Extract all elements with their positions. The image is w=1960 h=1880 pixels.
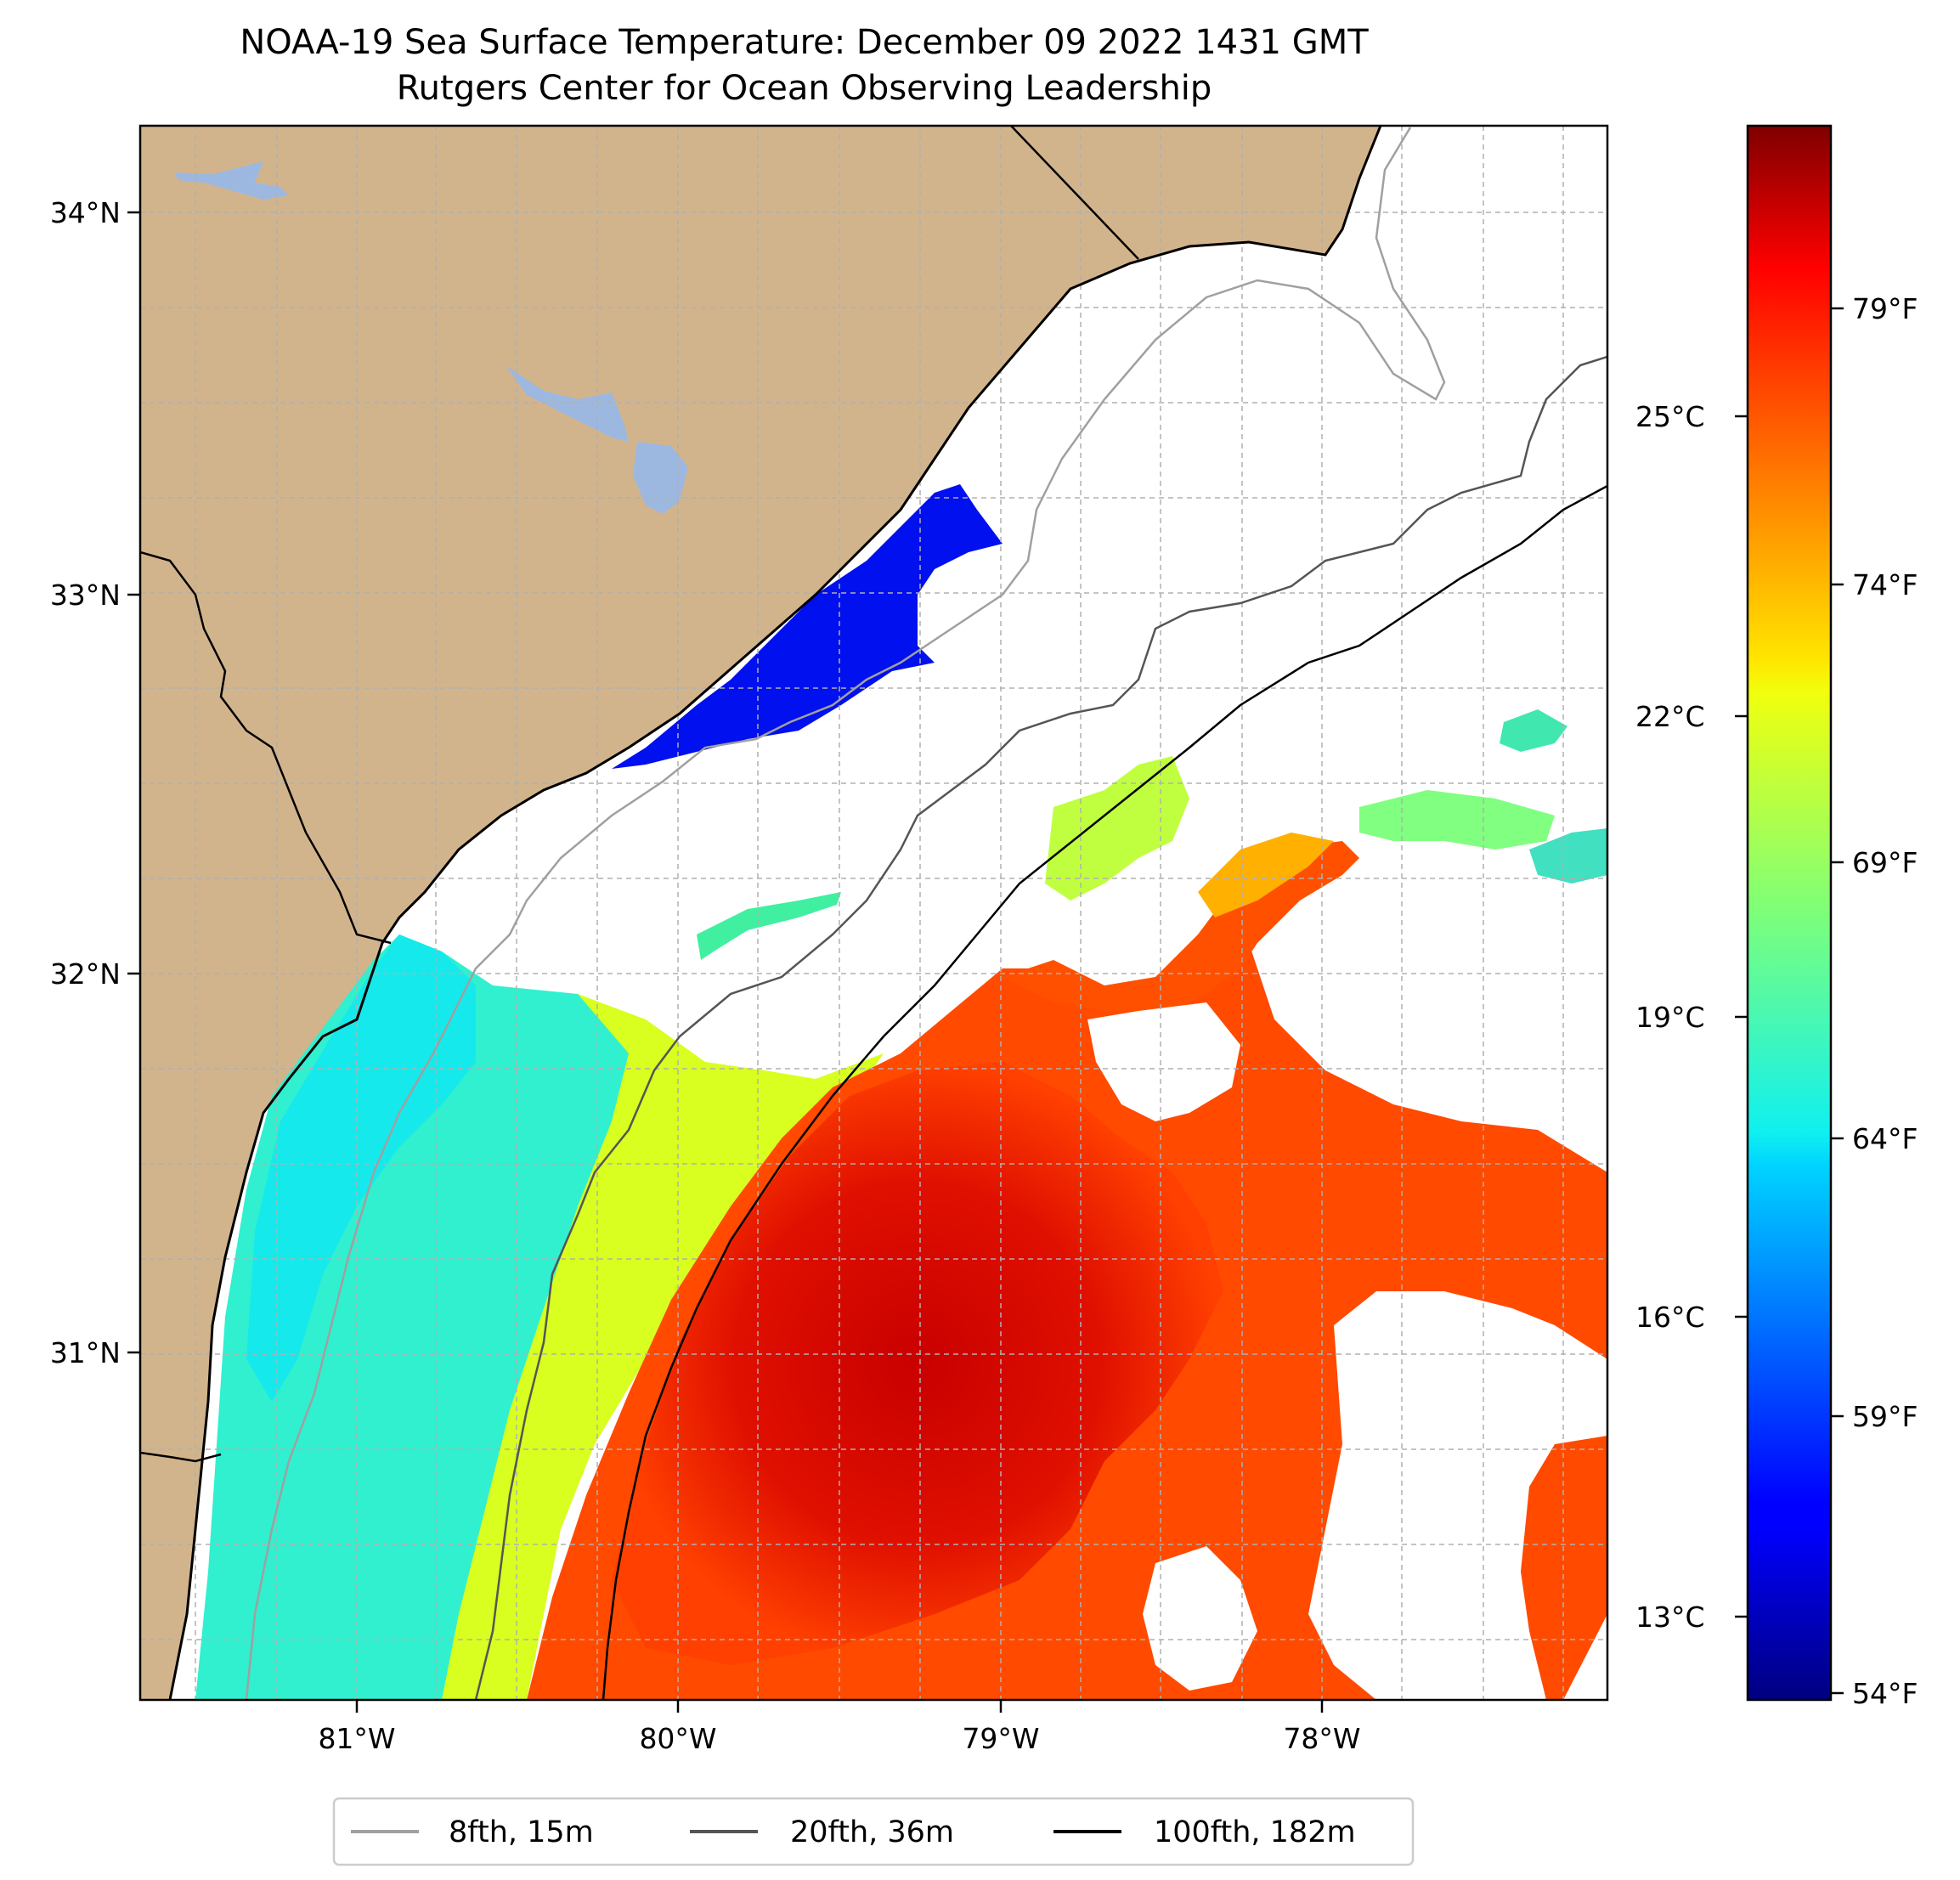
sst-cloud-gap-south	[1143, 1546, 1257, 1691]
sst-cloud-gap-mid	[1087, 1002, 1240, 1121]
colorbar	[1746, 124, 1833, 1702]
lon-tick-label: 78°W	[1283, 1722, 1360, 1755]
fahrenheit-tick-label: 69°F	[1852, 846, 1918, 879]
isobath-8fth	[245, 127, 1446, 1700]
lon-tick-label: 81°W	[318, 1722, 395, 1755]
colorbar-celsius-labels: 25°C 22°C 19°C 16°C 13°C	[1635, 400, 1705, 1634]
state-border-nc-sc	[1010, 126, 1139, 260]
lat-tick-label: 32°N	[50, 957, 121, 991]
fahrenheit-tick-label: 59°F	[1852, 1400, 1918, 1433]
celsius-tick-label: 22°C	[1635, 700, 1705, 733]
sst-coastal-cyan	[246, 934, 476, 1402]
celsius-tick-label: 13°C	[1635, 1601, 1705, 1634]
state-border-ga-fl	[140, 1451, 222, 1463]
sst-cloud-gap-east	[1308, 1291, 1607, 1700]
lon-tick-label: 80°W	[639, 1722, 716, 1755]
fahrenheit-tick-label: 74°F	[1852, 568, 1918, 601]
map-gridlines	[140, 126, 1607, 1700]
axis-ticks	[127, 211, 1324, 1713]
land	[140, 126, 1381, 1700]
lake-north	[174, 161, 289, 200]
colorbar-celsius-ticks	[1735, 415, 1748, 1618]
state-border-sc-ga	[140, 550, 392, 945]
celsius-tick-label: 16°C	[1635, 1301, 1705, 1334]
legend-label: 100fth, 182m	[1154, 1815, 1356, 1849]
isobath-20fth	[474, 355, 1607, 1700]
fahrenheit-tick-label: 54°F	[1852, 1677, 1918, 1710]
map-area	[140, 126, 1607, 1700]
legend-label: 8fth, 15m	[449, 1815, 594, 1849]
legend-box	[332, 1797, 1415, 1866]
fahrenheit-tick-label: 64°F	[1852, 1122, 1918, 1155]
lon-tick-label: 79°W	[962, 1722, 1039, 1755]
sst-east-green-patch	[1359, 790, 1555, 850]
sst-cold-nearshore	[612, 484, 1003, 769]
legend-label: 20fth, 36m	[790, 1815, 954, 1849]
lake-moultrie	[633, 442, 688, 514]
lat-tick-label: 31°N	[50, 1336, 121, 1369]
longitude-labels: 81°W 80°W 79°W 78°W	[318, 1722, 1360, 1755]
lat-tick-label: 34°N	[50, 196, 121, 229]
colorbar-fahrenheit-labels: 79°F 74°F 69°F 64°F 59°F 54°F	[1852, 292, 1918, 1710]
isobath-100fth	[602, 484, 1607, 1700]
sst-northern-yellow	[1198, 833, 1334, 917]
map-frame	[138, 124, 1609, 1702]
coastline	[168, 126, 1382, 1700]
latitude-labels: 34°N 33°N 32°N 31°N	[50, 196, 121, 1369]
legend: 8fth, 15m 20fth, 36m 100fth, 182m	[332, 1797, 1415, 1866]
celsius-tick-label: 25°C	[1635, 400, 1705, 433]
celsius-tick-label: 19°C	[1635, 1001, 1705, 1034]
sst-warm-core	[612, 1062, 1223, 1665]
sst-small-cyan-patch	[1500, 709, 1567, 752]
sst-far-east-cyan-patch	[1529, 828, 1607, 884]
sst-mid-cyan-filament	[697, 892, 841, 960]
lat-tick-label: 33°N	[50, 579, 121, 612]
fahrenheit-tick-label: 79°F	[1852, 292, 1918, 325]
colorbar-fahrenheit-ticks	[1831, 307, 1844, 1695]
chart-title: NOAA-19 Sea Surface Temperature: Decembe…	[240, 23, 1369, 62]
chart-subtitle: Rutgers Center for Ocean Observing Leade…	[396, 69, 1212, 108]
lake-marion	[506, 365, 629, 442]
